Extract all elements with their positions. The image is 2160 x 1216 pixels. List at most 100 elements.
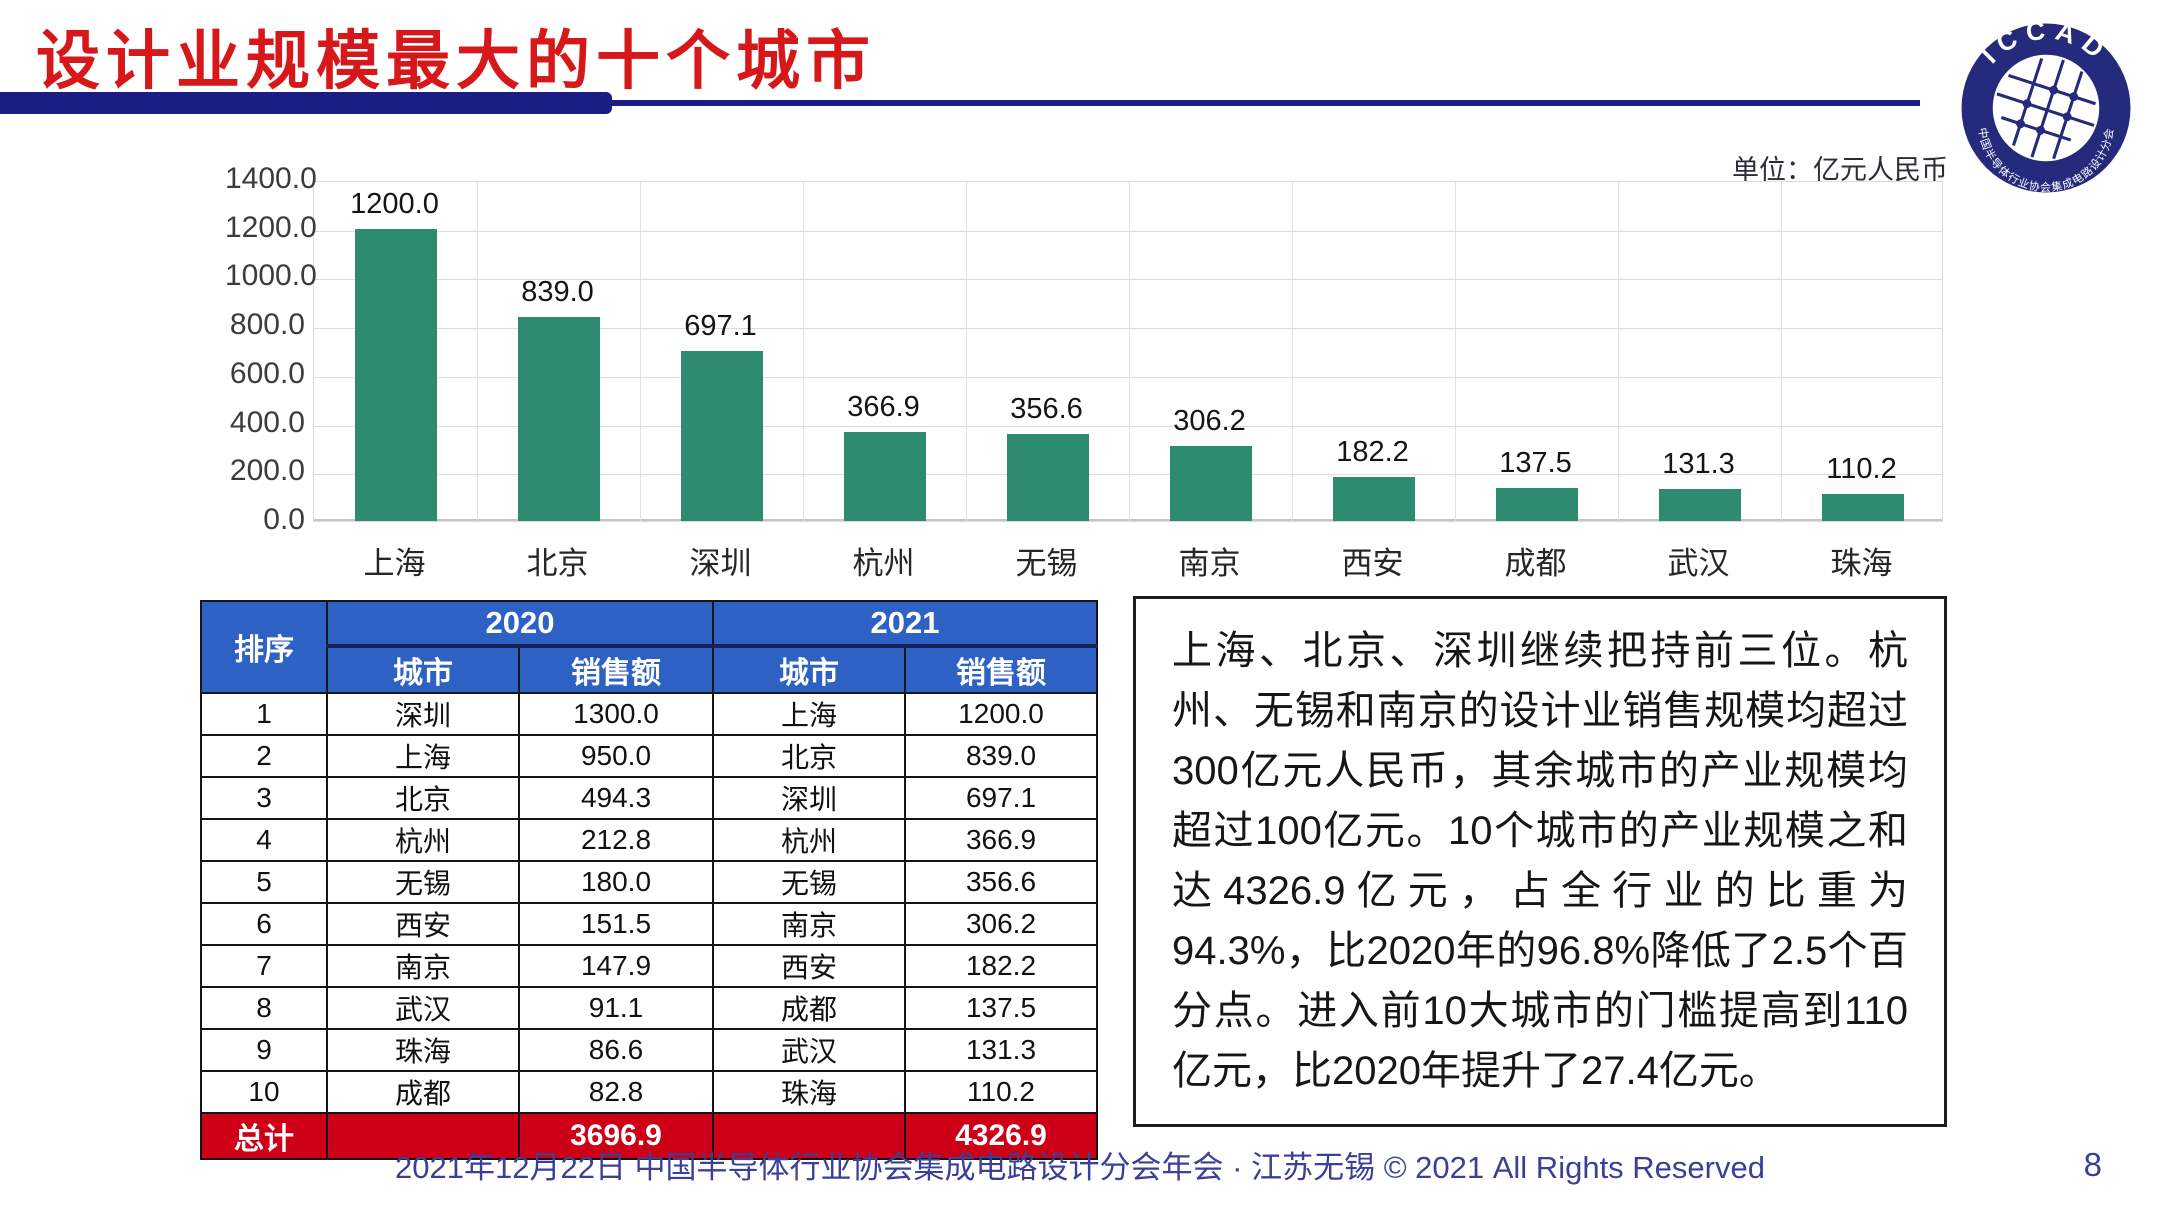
total-city-2020-empty	[326, 1112, 520, 1160]
cell-city-2020: 上海	[326, 734, 520, 778]
x-axis-label: 珠海	[1830, 546, 1893, 581]
table-row: 6 西安 151.5 南京 306.2	[200, 902, 1098, 946]
cell-sales-2021: 1200.0	[904, 692, 1098, 736]
cell-sales-2020: 950.0	[518, 734, 714, 778]
cell-city-2021: 北京	[712, 734, 906, 778]
y-axis-tick-label: 200.0	[229, 454, 305, 488]
gridline-vertical	[966, 182, 967, 521]
cell-city-2020: 南京	[326, 944, 520, 988]
bar-value-label: 110.2	[1826, 453, 1897, 486]
cell-rank: 8	[200, 986, 328, 1030]
bar-value-label: 697.1	[684, 310, 757, 343]
cell-sales-2020: 91.1	[518, 986, 714, 1030]
cell-city-2021: 成都	[712, 986, 906, 1030]
cell-sales-2021: 366.9	[904, 818, 1098, 862]
cell-sales-2020: 151.5	[518, 902, 714, 946]
cell-city-2020: 杭州	[326, 818, 520, 862]
header-city-2020: 城市	[326, 645, 520, 694]
x-axis-baseline	[314, 519, 1942, 521]
table-row: 5 无锡 180.0 无锡 356.6	[200, 860, 1098, 904]
footer-text: 2021年12月22日 中国半导体行业协会集成电路设计分会年会 · 江苏无锡 ©…	[395, 1150, 1765, 1185]
table-row: 8 武汉 91.1 成都 137.5	[200, 986, 1098, 1030]
table-row: 1 深圳 1300.0 上海 1200.0	[200, 692, 1098, 736]
y-axis-tick-label: 1200.0	[225, 210, 317, 244]
total-city-2021-empty	[712, 1112, 906, 1160]
x-axis-label: 无锡	[1015, 546, 1078, 581]
gridline-vertical	[1292, 182, 1293, 521]
table-row: 10 成都 82.8 珠海 110.2	[200, 1070, 1098, 1114]
bar	[843, 431, 926, 521]
iccad-logo: ICCAD 中国半导体行业协会集成电路设计分会	[1961, 20, 2131, 194]
title-underline-thin	[612, 100, 1920, 106]
x-axis-label: 上海	[363, 546, 426, 581]
y-axis-tick-label: 0.0	[263, 503, 305, 536]
cell-city-2020: 武汉	[326, 986, 520, 1030]
cell-city-2020: 成都	[326, 1070, 520, 1114]
gridline-vertical	[1618, 182, 1619, 521]
gridline-vertical	[640, 182, 641, 521]
bar	[1495, 487, 1578, 521]
commentary-box: 上海、北京、深圳继续把持前三位。杭州、无锡和南京的设计业销售规模均超过300亿元…	[1133, 596, 1947, 1127]
chart-unit-label: 单位：亿元人民币	[1732, 155, 1948, 185]
cell-city-2021: 上海	[712, 692, 906, 736]
bar-value-label: 356.6	[1010, 393, 1083, 426]
header-year-2021: 2021	[712, 600, 1098, 648]
bar-value-label: 182.2	[1336, 435, 1409, 468]
header-year-2020: 2020	[326, 600, 714, 648]
total-sales-2020: 3696.9	[518, 1112, 714, 1160]
gridline-horizontal	[314, 474, 1942, 476]
commentary-text: 上海、北京、深圳继续把持前三位。杭州、无锡和南京的设计业销售规模均超过300亿元…	[1172, 629, 1908, 1093]
table-header: 排序 2020 2021 城市 销售额 城市 销售额	[200, 600, 1098, 694]
cell-city-2020: 珠海	[326, 1028, 520, 1072]
cell-sales-2020: 180.0	[518, 860, 714, 904]
cell-rank: 2	[200, 734, 328, 778]
header-city-2021: 城市	[712, 645, 906, 694]
x-axis-label: 西安	[1341, 546, 1404, 581]
cell-sales-2020: 86.6	[518, 1028, 714, 1072]
cell-rank: 6	[200, 902, 328, 946]
bar	[680, 351, 763, 521]
city-ranking-table: 排序 2020 2021 城市 销售额 城市 销售额 1 深圳 1300.0 上海 12…	[200, 600, 1098, 1160]
cell-sales-2021: 306.2	[904, 902, 1098, 946]
gridline-vertical	[1455, 182, 1456, 521]
cell-rank: 3	[200, 776, 328, 820]
chart-plot-area	[313, 181, 1943, 522]
cell-city-2021: 深圳	[712, 776, 906, 820]
x-axis-label: 杭州	[852, 546, 915, 581]
table-row: 4 杭州 212.8 杭州 366.9	[200, 818, 1098, 862]
gridline-horizontal	[314, 230, 1942, 232]
cell-sales-2021: 182.2	[904, 944, 1098, 988]
bar-value-label: 137.5	[1499, 446, 1572, 479]
cell-sales-2021: 697.1	[904, 776, 1098, 820]
cell-sales-2021: 839.0	[904, 734, 1098, 778]
cell-sales-2020: 212.8	[518, 818, 714, 862]
x-axis-label: 北京	[526, 546, 589, 581]
table-row: 7 南京 147.9 西安 182.2	[200, 944, 1098, 988]
table-row: 2 上海 950.0 北京 839.0	[200, 734, 1098, 778]
gridline-vertical	[1129, 182, 1130, 521]
cell-rank: 1	[200, 692, 328, 736]
page-title: 设计业规模最大的十个城市	[36, 25, 876, 97]
bar	[1332, 476, 1415, 521]
logo-circuit-grid	[1996, 58, 2096, 160]
cell-sales-2021: 110.2	[904, 1070, 1098, 1114]
gridline-vertical	[477, 182, 478, 521]
bar-value-label: 366.9	[847, 390, 920, 423]
cell-sales-2020: 1300.0	[518, 692, 714, 736]
cell-city-2021: 杭州	[712, 818, 906, 862]
bar-value-label: 306.2	[1173, 405, 1246, 438]
x-axis-label: 深圳	[689, 546, 752, 581]
cell-city-2020: 北京	[326, 776, 520, 820]
cell-city-2021: 西安	[712, 944, 906, 988]
bar-chart: 上海 北京 深圳 杭州 无锡 南京 西安 成都 武汉 珠海 1400.0 1200.0 1000.0 8…	[225, 162, 1950, 588]
cell-sales-2021: 131.3	[904, 1028, 1098, 1072]
cell-city-2021: 无锡	[712, 860, 906, 904]
bar	[1006, 434, 1089, 521]
y-axis-tick-label: 800.0	[229, 308, 305, 342]
cell-sales-2021: 137.5	[904, 986, 1098, 1030]
bar-value-label: 839.0	[521, 275, 594, 308]
cell-city-2021: 武汉	[712, 1028, 906, 1072]
page-number: 8	[2083, 1146, 2102, 1183]
cell-rank: 4	[200, 818, 328, 862]
gridline-horizontal	[314, 328, 1942, 330]
